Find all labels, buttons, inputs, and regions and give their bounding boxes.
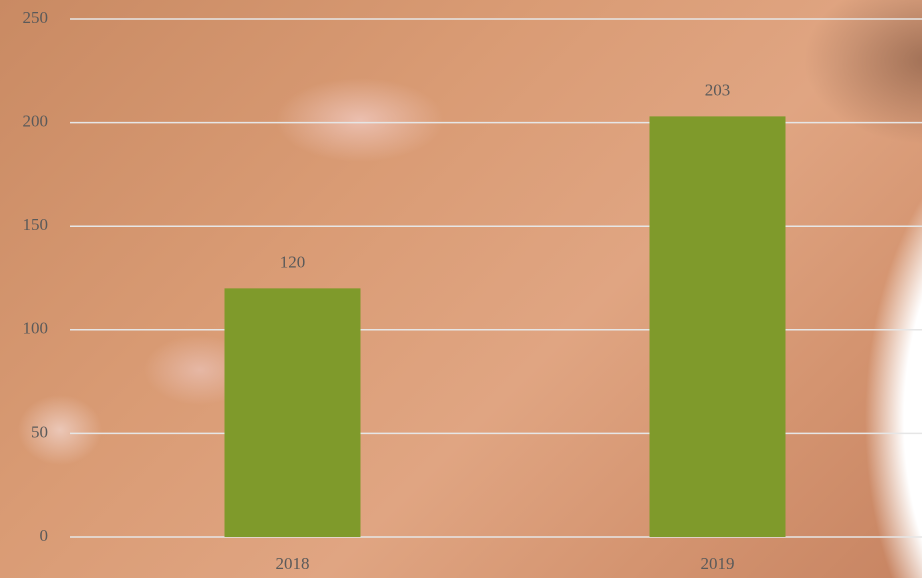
x-tick-label: 2019 bbox=[701, 554, 735, 573]
page: 05010015020025020181202019203 (() => { c… bbox=[0, 0, 922, 578]
data-label: 120 bbox=[280, 252, 306, 271]
y-tick-label: 150 bbox=[23, 215, 49, 234]
data-label: 203 bbox=[705, 80, 731, 99]
x-tick-label: 2018 bbox=[276, 554, 310, 573]
y-tick-label: 100 bbox=[23, 319, 49, 338]
chart: 0 50 100 150 200 250 2018 120 2019 203 bbox=[0, 0, 922, 578]
y-tick-label: 0 bbox=[40, 526, 49, 545]
y-tick-label: 50 bbox=[31, 422, 48, 441]
bar bbox=[225, 288, 361, 537]
y-tick-label: 250 bbox=[23, 8, 49, 27]
bar bbox=[650, 116, 786, 537]
y-tick-label: 200 bbox=[23, 112, 49, 131]
